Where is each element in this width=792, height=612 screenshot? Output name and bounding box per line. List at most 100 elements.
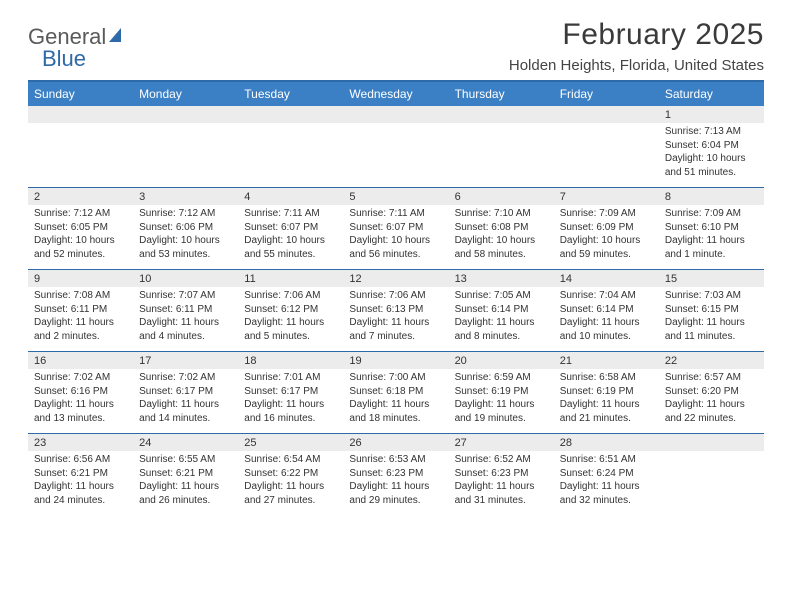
daylight-text: Daylight: 11 hours and 7 minutes. xyxy=(349,316,442,343)
day-number: 2 xyxy=(28,188,133,205)
day-number: 28 xyxy=(554,434,659,451)
day-content: Sunrise: 7:09 AMSunset: 6:09 PMDaylight:… xyxy=(554,205,659,269)
calendar-day-cell: 5Sunrise: 7:11 AMSunset: 6:07 PMDaylight… xyxy=(343,188,448,270)
calendar-day-cell: 12Sunrise: 7:06 AMSunset: 6:13 PMDayligh… xyxy=(343,270,448,352)
sunrise-text: Sunrise: 6:51 AM xyxy=(560,453,653,467)
calendar-day-cell: 26Sunrise: 6:53 AMSunset: 6:23 PMDayligh… xyxy=(343,434,448,516)
calendar-day-cell: 13 Sunrise: 7:05 AMSunset: 6:14 PMDayligh… xyxy=(449,270,554,352)
day-content xyxy=(554,123,659,179)
daylight-text: Daylight: 11 hours and 26 minutes. xyxy=(139,480,232,507)
day-content: Sunrise: 7:12 AMSunset: 6:06 PMDaylight:… xyxy=(133,205,238,269)
daylight-text: Daylight: 11 hours and 13 minutes. xyxy=(34,398,127,425)
logo-text-block: General Blue xyxy=(28,24,127,72)
day-header: Thursday xyxy=(449,82,554,106)
sunset-text: Sunset: 6:05 PM xyxy=(34,221,127,235)
sunrise-text: Sunrise: 6:57 AM xyxy=(665,371,758,385)
month-title: February 2025 xyxy=(509,18,764,52)
day-content: Sunrise: 7:11 AMSunset: 6:07 PMDaylight:… xyxy=(238,205,343,269)
day-content: Sunrise: 6:56 AMSunset: 6:21 PMDaylight:… xyxy=(28,451,133,515)
day-number: 1 xyxy=(659,106,764,123)
sunset-text: Sunset: 6:24 PM xyxy=(560,467,653,481)
day-number xyxy=(343,106,448,123)
day-content: Sunrise: 6:59 AMSunset: 6:19 PMDaylight:… xyxy=(449,369,554,433)
day-number: 13 xyxy=(449,270,554,287)
day-number: 20 xyxy=(449,352,554,369)
day-content: Sunrise: 6:55 AMSunset: 6:21 PMDaylight:… xyxy=(133,451,238,515)
day-content xyxy=(133,123,238,179)
daylight-text: Daylight: 11 hours and 32 minutes. xyxy=(560,480,653,507)
calendar-week-row: 1Sunrise: 7:13 AMSunset: 6:04 PMDaylight… xyxy=(28,106,764,188)
sunset-text: Sunset: 6:10 PM xyxy=(665,221,758,235)
sunrise-text: Sunrise: 7:13 AM xyxy=(665,125,758,139)
daylight-text: Daylight: 10 hours and 58 minutes. xyxy=(455,234,548,261)
day-number: 5 xyxy=(343,188,448,205)
day-number: 8 xyxy=(659,188,764,205)
day-number xyxy=(28,106,133,123)
daylight-text: Daylight: 10 hours and 55 minutes. xyxy=(244,234,337,261)
sunset-text: Sunset: 6:16 PM xyxy=(34,385,127,399)
day-content: Sunrise: 6:57 AMSunset: 6:20 PMDaylight:… xyxy=(659,369,764,433)
day-number xyxy=(554,106,659,123)
calendar-day-cell: 11Sunrise: 7:06 AMSunset: 6:12 PMDayligh… xyxy=(238,270,343,352)
daylight-text: Daylight: 11 hours and 18 minutes. xyxy=(349,398,442,425)
sunrise-text: Sunrise: 6:55 AM xyxy=(139,453,232,467)
sunrise-text: Sunrise: 7:06 AM xyxy=(349,289,442,303)
day-content xyxy=(659,451,764,507)
sunrise-text: Sunrise: 6:56 AM xyxy=(34,453,127,467)
daylight-text: Daylight: 11 hours and 4 minutes. xyxy=(139,316,232,343)
day-number: 15 xyxy=(659,270,764,287)
day-number xyxy=(449,106,554,123)
day-number: 12 xyxy=(343,270,448,287)
title-block: February 2025 Holden Heights, Florida, U… xyxy=(509,18,764,74)
sunrise-text: Sunrise: 6:52 AM xyxy=(455,453,548,467)
daylight-text: Daylight: 11 hours and 11 minutes. xyxy=(665,316,758,343)
daylight-text: Daylight: 11 hours and 14 minutes. xyxy=(139,398,232,425)
sunset-text: Sunset: 6:15 PM xyxy=(665,303,758,317)
day-content: Sunrise: 7:03 AMSunset: 6:15 PMDaylight:… xyxy=(659,287,764,351)
sunrise-text: Sunrise: 7:02 AM xyxy=(139,371,232,385)
calendar-day-cell: 1Sunrise: 7:13 AMSunset: 6:04 PMDaylight… xyxy=(659,106,764,188)
sunset-text: Sunset: 6:07 PM xyxy=(349,221,442,235)
calendar-day-cell: 7Sunrise: 7:09 AMSunset: 6:09 PMDaylight… xyxy=(554,188,659,270)
day-content: Sunrise: 6:52 AMSunset: 6:23 PMDaylight:… xyxy=(449,451,554,515)
sunset-text: Sunset: 6:17 PM xyxy=(139,385,232,399)
sunrise-text: Sunrise: 6:58 AM xyxy=(560,371,653,385)
calendar-day-cell: 4Sunrise: 7:11 AMSunset: 6:07 PMDaylight… xyxy=(238,188,343,270)
day-header-row: Sunday Monday Tuesday Wednesday Thursday… xyxy=(28,82,764,106)
sunset-text: Sunset: 6:13 PM xyxy=(349,303,442,317)
calendar-day-cell xyxy=(449,106,554,188)
calendar-week-row: 9Sunrise: 7:08 AMSunset: 6:11 PMDaylight… xyxy=(28,270,764,352)
sunrise-text: Sunrise: 6:59 AM xyxy=(455,371,548,385)
sunrise-text: Sunrise: 7:11 AM xyxy=(349,207,442,221)
sunrise-text: Sunrise: 7:12 AM xyxy=(34,207,127,221)
day-content: Sunrise: 7:06 AMSunset: 6:12 PMDaylight:… xyxy=(238,287,343,351)
day-number: 9 xyxy=(28,270,133,287)
sunset-text: Sunset: 6:23 PM xyxy=(455,467,548,481)
day-header: Tuesday xyxy=(238,82,343,106)
sunset-text: Sunset: 6:20 PM xyxy=(665,385,758,399)
sunrise-text: Sunrise: 7:03 AM xyxy=(665,289,758,303)
daylight-text: Daylight: 11 hours and 19 minutes. xyxy=(455,398,548,425)
calendar-day-cell: 20Sunrise: 6:59 AMSunset: 6:19 PMDayligh… xyxy=(449,352,554,434)
day-content: Sunrise: 7:06 AMSunset: 6:13 PMDaylight:… xyxy=(343,287,448,351)
sunrise-text: Sunrise: 7:02 AM xyxy=(34,371,127,385)
day-number: 19 xyxy=(343,352,448,369)
day-header: Saturday xyxy=(659,82,764,106)
calendar-week-row: 16Sunrise: 7:02 AMSunset: 6:16 PMDayligh… xyxy=(28,352,764,434)
sunset-text: Sunset: 6:04 PM xyxy=(665,139,758,153)
day-content: Sunrise: 7:08 AMSunset: 6:11 PMDaylight:… xyxy=(28,287,133,351)
sunrise-text: Sunrise: 7:05 AM xyxy=(455,289,548,303)
day-number: 16 xyxy=(28,352,133,369)
sunset-text: Sunset: 6:14 PM xyxy=(560,303,653,317)
day-number xyxy=(133,106,238,123)
day-number: 24 xyxy=(133,434,238,451)
sunrise-text: Sunrise: 7:09 AM xyxy=(560,207,653,221)
day-number: 25 xyxy=(238,434,343,451)
day-number: 7 xyxy=(554,188,659,205)
calendar-day-cell xyxy=(28,106,133,188)
sunset-text: Sunset: 6:18 PM xyxy=(349,385,442,399)
day-header: Wednesday xyxy=(343,82,448,106)
day-number: 10 xyxy=(133,270,238,287)
sunset-text: Sunset: 6:14 PM xyxy=(455,303,548,317)
daylight-text: Daylight: 11 hours and 8 minutes. xyxy=(455,316,548,343)
